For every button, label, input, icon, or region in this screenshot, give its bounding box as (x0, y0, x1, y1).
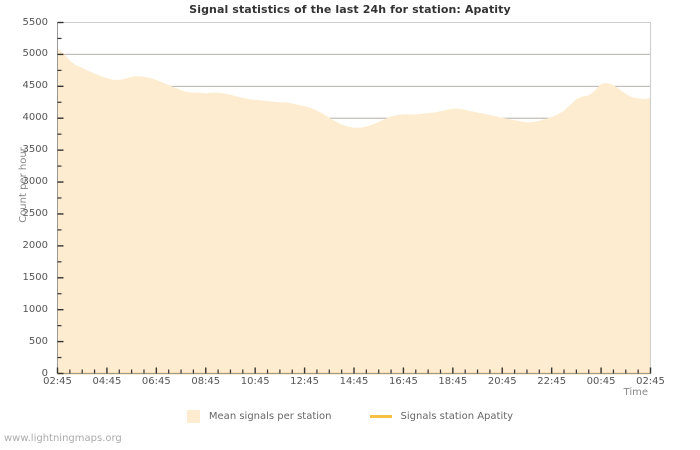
y-tick-label: 3000 (22, 176, 48, 188)
y-tick-label: 4500 (22, 80, 48, 92)
x-tick-label: 16:45 (388, 376, 418, 387)
y-tick-label: 5000 (22, 48, 48, 60)
x-tick-label: 20:45 (487, 376, 517, 387)
legend-label: Signals station Apatity (400, 411, 514, 422)
x-tick-label: 08:45 (191, 376, 221, 387)
x-tick-label: 02:45 (636, 376, 665, 387)
x-tick-label: 10:45 (240, 376, 270, 387)
y-tick-label: 2000 (22, 239, 48, 251)
watermark: www.lightningmaps.org (4, 433, 122, 444)
y-tick-label: 3500 (22, 144, 48, 156)
y-tick-label: 2500 (22, 207, 48, 219)
x-tick-label: 04:45 (92, 376, 122, 387)
y-tick-label: 4000 (22, 112, 48, 124)
legend-label: Mean signals per station (208, 411, 332, 422)
y-tick-label: 1500 (22, 271, 48, 283)
y-tick-label: 500 (28, 335, 48, 347)
x-axis-title: Time (623, 387, 648, 398)
legend-item[interactable]: Signals station Apatity (369, 411, 514, 422)
x-tick-label: 18:45 (438, 376, 468, 387)
legend-line-swatch-icon (369, 415, 392, 418)
y-axis-title: Count per hour (11, 115, 29, 255)
x-tick-label: 14:45 (339, 376, 369, 387)
y-tick-label: 1000 (22, 303, 48, 315)
x-tick-label: 12:45 (290, 376, 319, 387)
chart-legend: Mean signals per station Signals station … (0, 410, 700, 423)
x-tick-label: 00:45 (586, 376, 616, 387)
y-tick-label: 0 (41, 367, 48, 379)
axis-ticks (56, 21, 652, 375)
legend-item[interactable]: Mean signals per station (186, 410, 332, 423)
area-series-mean-signals (57, 48, 651, 374)
legend-area-swatch-icon (186, 410, 200, 423)
x-tick-label: 22:45 (537, 376, 567, 387)
y-tick-label: 5500 (22, 16, 48, 28)
y-axis-title-text: Count per hour (18, 147, 29, 223)
x-tick-label: 02:45 (43, 376, 72, 387)
x-tick-label: 06:45 (141, 376, 171, 387)
chart-title: Signal statistics of the last 24h for st… (189, 3, 511, 16)
